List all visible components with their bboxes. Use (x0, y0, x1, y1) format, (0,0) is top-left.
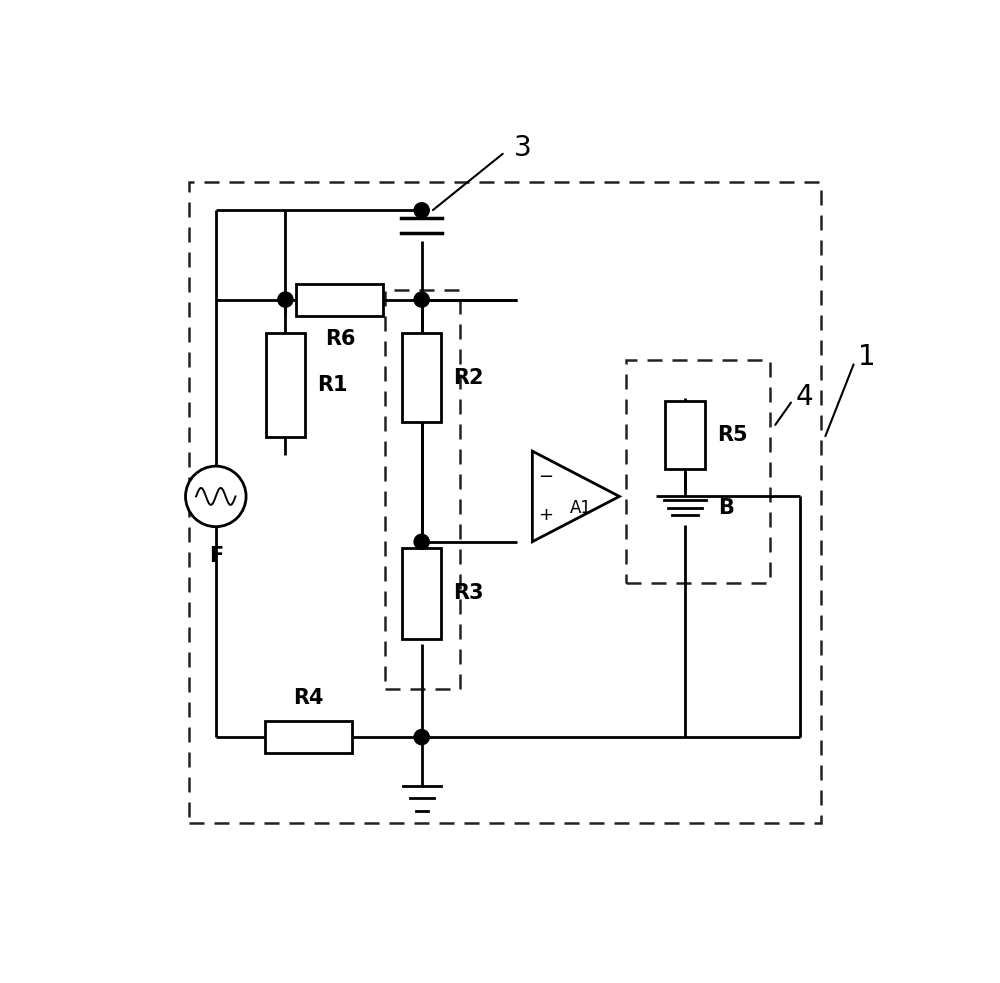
Bar (189, 182, 821, 824)
Text: R3: R3 (453, 583, 484, 604)
Text: 4: 4 (796, 383, 813, 411)
Circle shape (414, 535, 429, 549)
Circle shape (186, 466, 246, 527)
Text: 3: 3 (514, 135, 532, 162)
Text: −: − (538, 469, 554, 487)
Bar (385, 290, 460, 689)
Circle shape (278, 292, 293, 308)
Bar (626, 360, 770, 584)
Text: R5: R5 (717, 425, 747, 445)
Text: A1: A1 (570, 498, 592, 517)
Text: B: B (718, 497, 734, 518)
Bar (296, 284, 383, 316)
Circle shape (414, 202, 429, 218)
Text: R2: R2 (453, 368, 484, 387)
Bar (402, 333, 441, 423)
Text: R4: R4 (293, 687, 323, 708)
Polygon shape (532, 451, 619, 542)
Text: R6: R6 (325, 329, 355, 349)
Circle shape (414, 292, 429, 308)
Text: 1: 1 (858, 343, 875, 371)
Bar (265, 722, 352, 753)
Text: R1: R1 (317, 376, 348, 395)
Circle shape (414, 729, 429, 745)
Bar (402, 548, 441, 639)
Bar (665, 401, 705, 469)
Text: +: + (538, 506, 553, 524)
Text: F: F (209, 546, 223, 565)
Bar (266, 333, 305, 437)
